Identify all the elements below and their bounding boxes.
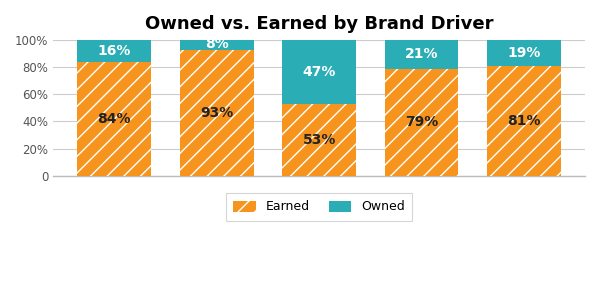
Bar	[180, 50, 254, 176]
Text: 79%: 79%	[405, 115, 438, 129]
Bar	[77, 62, 151, 176]
Text: 8%: 8%	[205, 37, 229, 51]
Text: 93%: 93%	[200, 106, 233, 120]
Bar	[282, 104, 356, 176]
Bar	[180, 39, 254, 50]
Text: 84%: 84%	[98, 112, 131, 126]
Bar	[487, 66, 561, 176]
Legend: Earned, Owned: Earned, Owned	[226, 193, 412, 221]
Bar	[385, 40, 458, 69]
Title: Owned vs. Earned by Brand Driver: Owned vs. Earned by Brand Driver	[145, 15, 493, 33]
Bar	[282, 40, 356, 104]
Text: 53%: 53%	[302, 133, 336, 147]
Text: 47%: 47%	[302, 65, 336, 79]
Text: 21%: 21%	[405, 47, 438, 61]
Text: 81%: 81%	[507, 114, 541, 128]
Bar	[487, 40, 561, 66]
Text: 16%: 16%	[98, 44, 131, 58]
Bar	[77, 40, 151, 62]
Bar	[385, 69, 458, 176]
Text: 19%: 19%	[507, 46, 541, 60]
